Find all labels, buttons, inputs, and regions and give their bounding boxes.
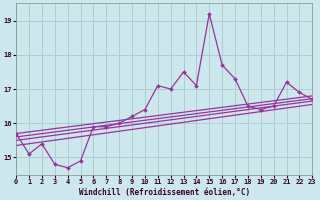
- X-axis label: Windchill (Refroidissement éolien,°C): Windchill (Refroidissement éolien,°C): [79, 188, 250, 197]
